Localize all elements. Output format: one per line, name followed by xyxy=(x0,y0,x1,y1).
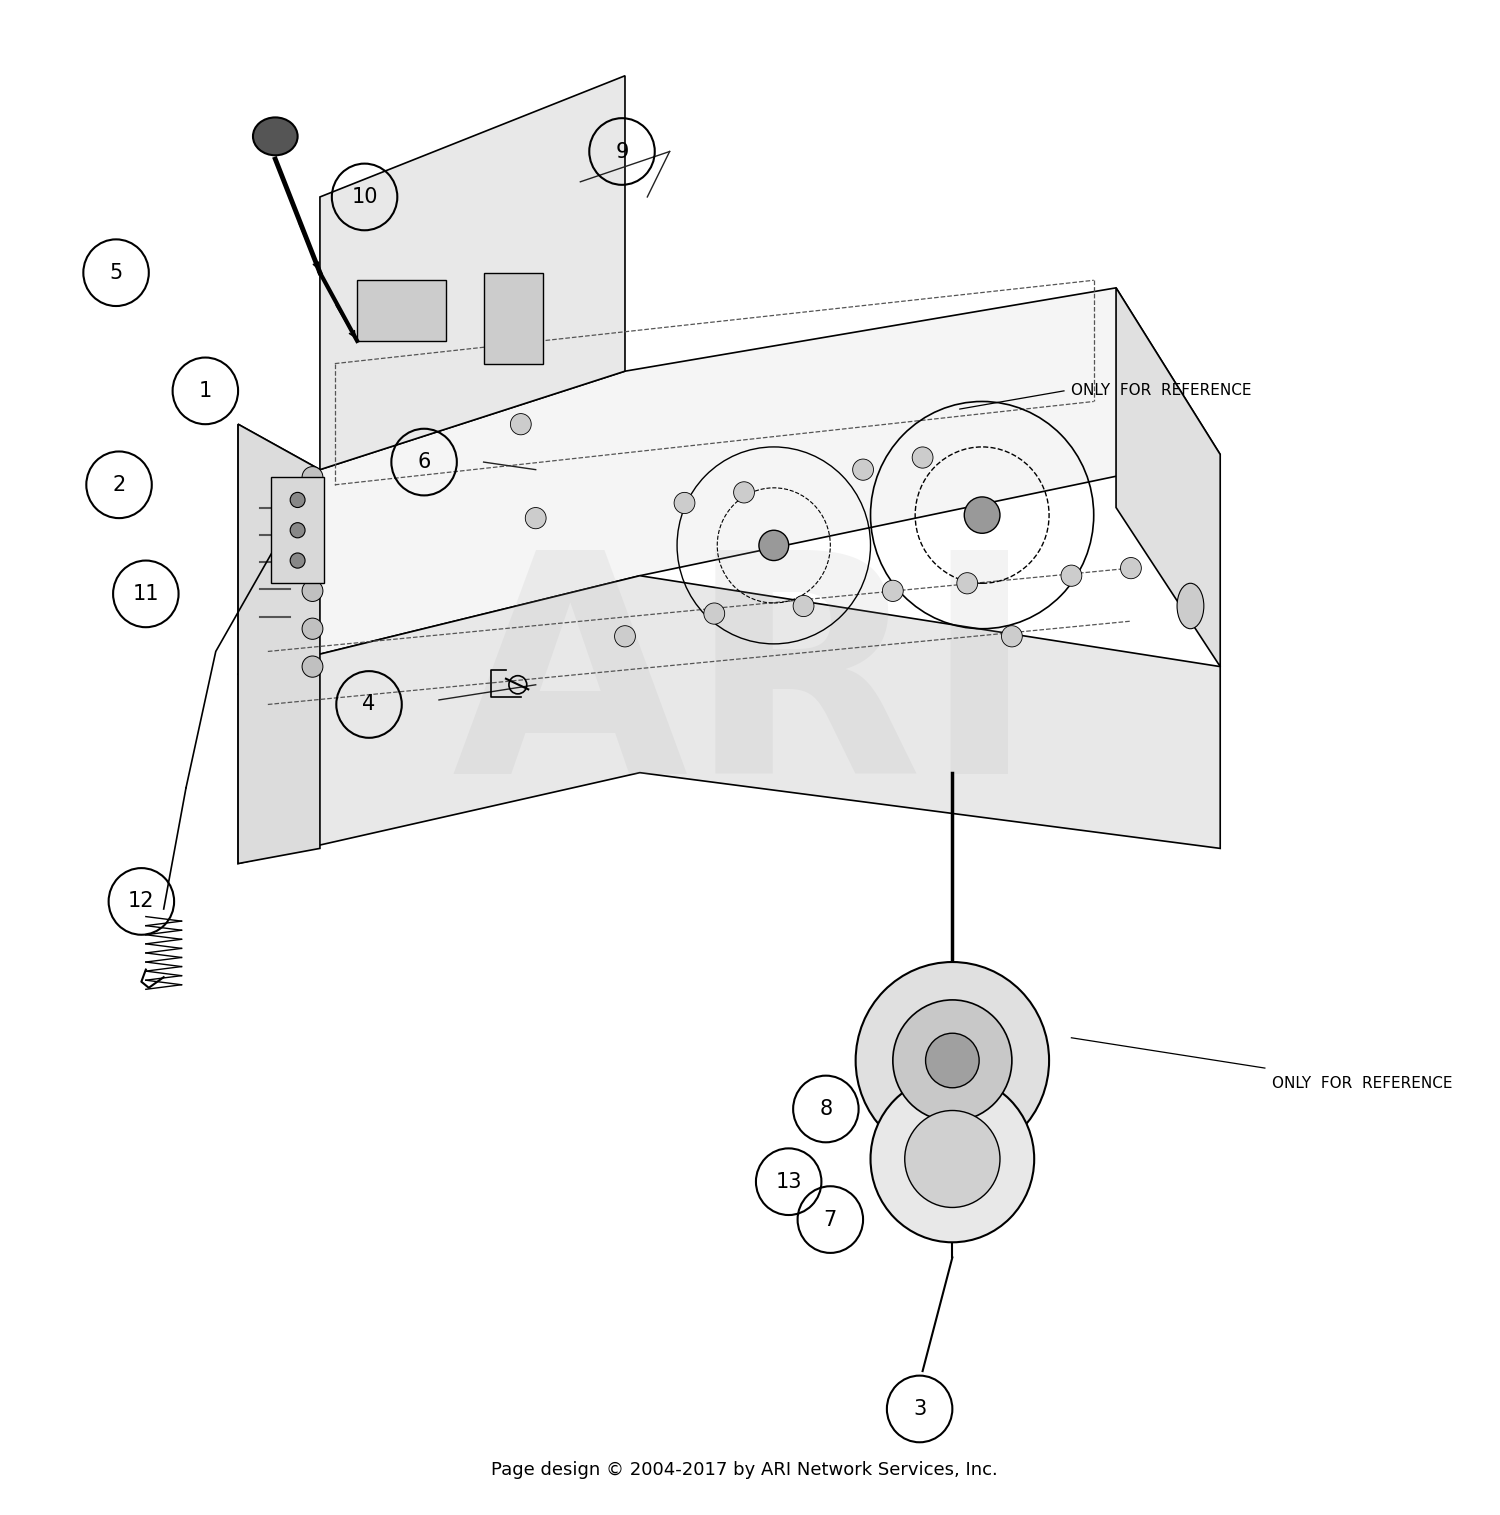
Circle shape xyxy=(964,497,1000,533)
Text: 9: 9 xyxy=(615,141,628,162)
Circle shape xyxy=(904,1110,1001,1207)
Text: 1: 1 xyxy=(198,380,211,401)
Circle shape xyxy=(1120,558,1142,579)
Text: 11: 11 xyxy=(132,583,159,604)
Circle shape xyxy=(759,530,789,561)
Circle shape xyxy=(290,492,304,508)
Circle shape xyxy=(1060,565,1082,586)
Circle shape xyxy=(302,656,322,677)
Text: ONLY  FOR  REFERENCE: ONLY FOR REFERENCE xyxy=(1071,383,1252,398)
Circle shape xyxy=(926,1033,980,1088)
Ellipse shape xyxy=(254,118,297,156)
Text: 6: 6 xyxy=(417,451,430,473)
Circle shape xyxy=(855,962,1048,1159)
Bar xyxy=(272,477,324,583)
Circle shape xyxy=(882,580,903,601)
Polygon shape xyxy=(238,424,320,864)
Polygon shape xyxy=(238,288,1220,674)
Text: 5: 5 xyxy=(110,262,123,283)
Circle shape xyxy=(290,523,304,538)
Circle shape xyxy=(615,626,636,647)
Text: 4: 4 xyxy=(363,694,375,715)
Text: 13: 13 xyxy=(776,1171,802,1192)
Polygon shape xyxy=(1116,288,1220,667)
Text: Page design © 2004-2017 by ARI Network Services, Inc.: Page design © 2004-2017 by ARI Network S… xyxy=(490,1460,998,1479)
Circle shape xyxy=(852,459,873,480)
Circle shape xyxy=(302,542,322,564)
Circle shape xyxy=(302,504,322,526)
Circle shape xyxy=(302,580,322,601)
Circle shape xyxy=(734,482,754,503)
Text: 7: 7 xyxy=(824,1209,837,1230)
Bar xyxy=(357,280,447,341)
Text: 10: 10 xyxy=(351,186,378,208)
Circle shape xyxy=(302,618,322,639)
Circle shape xyxy=(674,492,694,514)
Circle shape xyxy=(1002,626,1023,647)
Polygon shape xyxy=(320,76,626,470)
Text: ARI: ARI xyxy=(452,541,1036,838)
Circle shape xyxy=(892,1000,1013,1121)
Circle shape xyxy=(290,553,304,568)
Circle shape xyxy=(525,508,546,529)
Polygon shape xyxy=(238,576,1220,864)
Circle shape xyxy=(957,573,978,594)
Ellipse shape xyxy=(1178,583,1204,629)
Text: ONLY  FOR  REFERENCE: ONLY FOR REFERENCE xyxy=(1272,1076,1454,1091)
Text: 3: 3 xyxy=(914,1398,926,1420)
Text: 8: 8 xyxy=(819,1098,833,1120)
Circle shape xyxy=(912,447,933,468)
Text: 2: 2 xyxy=(112,474,126,495)
Circle shape xyxy=(794,595,814,617)
Bar xyxy=(483,273,543,364)
Circle shape xyxy=(302,467,322,488)
Circle shape xyxy=(870,1076,1033,1242)
Circle shape xyxy=(510,414,531,435)
Text: 12: 12 xyxy=(128,891,154,912)
Circle shape xyxy=(704,603,724,624)
